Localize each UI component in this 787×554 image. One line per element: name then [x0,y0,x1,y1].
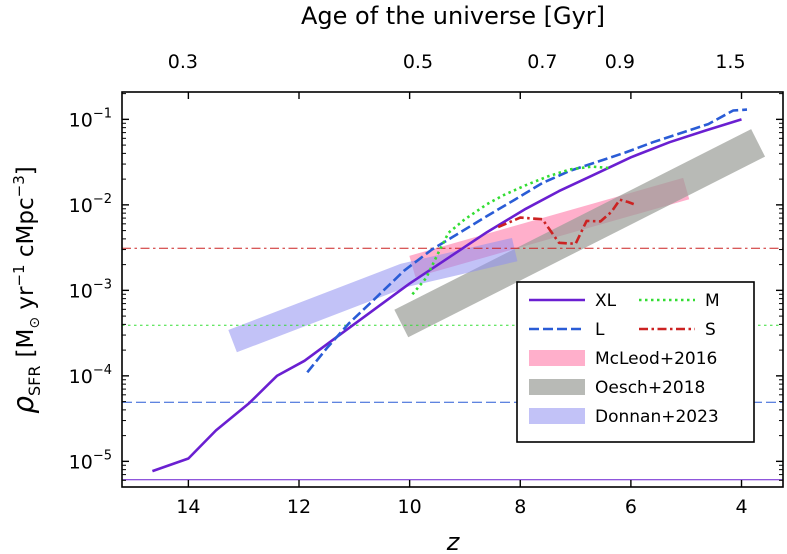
y-axis: 10−5 10−4 10−3 10−2 10−1 [69,93,783,481]
legend-label-l: L [595,320,605,340]
legend-label-m: M [705,291,720,311]
y-tick-label: 10−5 [69,448,112,473]
top-axis: 0.3 0.5 0.7 0.9 1.5 [168,51,746,73]
y-axis-title: ρSFR[M⊙ yr−1 cMpc−3] [7,166,44,414]
legend-swatch-mcleod-2016 [529,350,585,366]
legend: XL M L S McLeod+2016 Oesch+2018 Donnan+2023 [516,281,755,443]
series-line-s [497,198,635,246]
y-tick-label: 10−4 [69,363,112,388]
legend-label-s: S [705,320,716,340]
y-tick-label: 10−3 [69,277,112,302]
y-tick-label: 10−2 [69,192,112,217]
top-tick-label: 0.7 [527,51,557,73]
x-tick-label: 4 [735,496,747,518]
legend-label-xl: XL [595,291,617,311]
legend-swatch-oesch-2018 [529,379,585,395]
top-axis-title: Age of the universe [Gyr] [301,2,605,30]
top-tick-label: 0.3 [168,51,198,73]
x-axis: 14 12 10 8 6 4 [176,92,748,518]
series-line-l [306,108,748,374]
x-axis-title: z [446,528,461,554]
x-tick-label: 12 [287,496,311,518]
top-tick-label: 1.5 [715,51,745,73]
legend-label-donnan-2023: Donnan+2023 [595,407,719,427]
x-tick-label: 10 [398,496,422,518]
legend-swatch-donnan-2023 [529,408,585,424]
x-tick-label: 14 [176,496,200,518]
top-tick-label: 0.5 [403,51,433,73]
top-tick-label: 0.9 [605,51,635,73]
series-line-xl [151,118,742,473]
x-tick-label: 8 [514,496,526,518]
series-line-m [411,165,609,296]
legend-label-mcleod-2016: McLeod+2016 [595,349,717,369]
band-donnan-2023 [228,237,518,353]
band-oesch-2018 [394,129,766,338]
legend-label-oesch-2018: Oesch+2018 [595,378,705,398]
x-tick-label: 6 [625,496,637,518]
plot-frame [121,91,784,488]
series-layer [151,108,748,473]
y-tick-label: 10−1 [69,106,112,131]
